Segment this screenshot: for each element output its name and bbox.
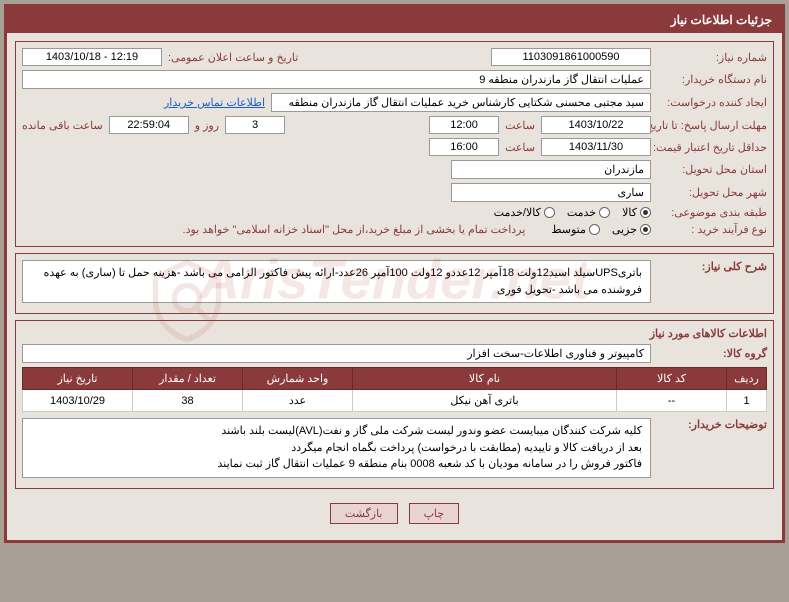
- goods-group-label: گروه کالا:: [657, 347, 767, 360]
- summary-section: شرح کلی نیاز: باتریUPSسیلد اسید12ولت 18آ…: [15, 253, 774, 314]
- buyer-org-value: عملیات انتقال گاز مازندران منطقه 9: [22, 70, 651, 89]
- radio-circle-icon: [589, 224, 600, 235]
- requester-label: ایجاد کننده درخواست:: [657, 96, 767, 109]
- table-cell: باتری آهن نیکل: [353, 390, 617, 412]
- summary-label: شرح کلی نیاز:: [657, 260, 767, 273]
- table-header: تاریخ نیاز: [23, 368, 133, 390]
- radio-label: کالا: [622, 206, 637, 219]
- table-cell: --: [617, 390, 727, 412]
- province-value: مازندران: [451, 160, 651, 179]
- buyer-note-line: بعد از دریافت کالا و تاییدیه (مطابقت با …: [31, 440, 642, 457]
- summary-text: باتریUPSسیلد اسید12ولت 18آمپر 12عددو 12و…: [22, 260, 651, 303]
- goods-group-value: کامپیوتر و فناوری اطلاعات-سخت افزار: [22, 344, 651, 363]
- radio-label: کالا/خدمت: [494, 206, 541, 219]
- page-title: جزئیات اطلاعات نیاز: [7, 7, 782, 33]
- radio-option[interactable]: خدمت: [567, 206, 610, 219]
- table-header: کد کالا: [617, 368, 727, 390]
- deadline-days-label: روز و: [195, 119, 219, 132]
- goods-section: اطلاعات کالاهای مورد نیاز گروه کالا: کام…: [15, 320, 774, 489]
- category-radios: کالا خدمت کالا/خدمت: [494, 206, 651, 219]
- radio-circle-icon: [640, 207, 651, 218]
- buyer-notes-label: توضیحات خریدار:: [657, 418, 767, 431]
- validity-label: حداقل تاریخ اعتبار قیمت: تا تاریخ:: [657, 141, 767, 154]
- category-label: طبقه بندی موضوعی:: [657, 206, 767, 219]
- table-header: واحد شمارش: [243, 368, 353, 390]
- radio-option[interactable]: کالا/خدمت: [494, 206, 555, 219]
- table-header: ردیف: [727, 368, 767, 390]
- radio-option[interactable]: کالا: [622, 206, 651, 219]
- need-number-value: 1103091861000590: [491, 48, 651, 66]
- buyer-org-label: نام دستگاه خریدار:: [657, 73, 767, 86]
- buyer-notes-text: کلیه شرکت کنندگان میبایست عضو وندور لیست…: [22, 418, 651, 478]
- deadline-time-label: ساعت: [505, 119, 535, 132]
- deadline-days: 3: [225, 116, 285, 134]
- table-row: 1--باتری آهن نیکلعدد381403/10/29: [23, 390, 767, 412]
- deadline-remain: 22:59:04: [109, 116, 189, 134]
- goods-section-title: اطلاعات کالاهای مورد نیاز: [22, 327, 767, 340]
- table-cell: 1403/10/29: [23, 390, 133, 412]
- table-cell: عدد: [243, 390, 353, 412]
- radio-circle-icon: [544, 207, 555, 218]
- print-button[interactable]: چاپ: [409, 503, 460, 524]
- validity-time: 16:00: [429, 138, 499, 156]
- purchase-type-label: نوع فرآیند خرید :: [657, 223, 767, 236]
- radio-circle-icon: [640, 224, 651, 235]
- announce-label: تاریخ و ساعت اعلان عمومی:: [168, 51, 298, 64]
- radio-option[interactable]: متوسط: [551, 223, 600, 236]
- back-button[interactable]: بازگشت: [330, 503, 398, 524]
- radio-label: جزیی: [612, 223, 637, 236]
- radio-label: خدمت: [567, 206, 596, 219]
- validity-time-label: ساعت: [505, 141, 535, 154]
- validity-date: 1403/11/30: [541, 138, 651, 156]
- deadline-label: مهلت ارسال پاسخ: تا تاریخ:: [657, 119, 767, 132]
- table-cell: 38: [133, 390, 243, 412]
- contact-buyer-link[interactable]: اطلاعات تماس خریدار: [164, 96, 265, 109]
- main-info-section: شماره نیاز: 1103091861000590 تاریخ و ساع…: [15, 41, 774, 247]
- announce-value: 1403/10/18 - 12:19: [22, 48, 162, 66]
- table-header: نام کالا: [353, 368, 617, 390]
- purchase-type-radios: جزیی متوسط: [551, 223, 651, 236]
- need-number-label: شماره نیاز:: [657, 51, 767, 64]
- purchase-note: پرداخت تمام یا بخشی از مبلغ خرید،از محل …: [183, 223, 526, 236]
- table-header: تعداد / مقدار: [133, 368, 243, 390]
- radio-option[interactable]: جزیی: [612, 223, 651, 236]
- table-cell: 1: [727, 390, 767, 412]
- deadline-time: 12:00: [429, 116, 499, 134]
- deadline-date: 1403/10/22: [541, 116, 651, 134]
- requester-value: سید مجتبی محسنی شکتایی کارشناس خرید عملی…: [271, 93, 651, 112]
- deadline-remain-label: ساعت باقی مانده: [22, 119, 103, 132]
- city-value: ساری: [451, 183, 651, 202]
- city-label: شهر محل تحویل:: [657, 186, 767, 199]
- buyer-note-line: فاکتور فروش را در سامانه مودیان با کد شع…: [31, 456, 642, 473]
- goods-table: ردیفکد کالانام کالاواحد شمارشتعداد / مقد…: [22, 367, 767, 412]
- buyer-note-line: کلیه شرکت کنندگان میبایست عضو وندور لیست…: [31, 423, 642, 440]
- radio-label: متوسط: [551, 223, 586, 236]
- radio-circle-icon: [599, 207, 610, 218]
- province-label: استان محل تحویل:: [657, 163, 767, 176]
